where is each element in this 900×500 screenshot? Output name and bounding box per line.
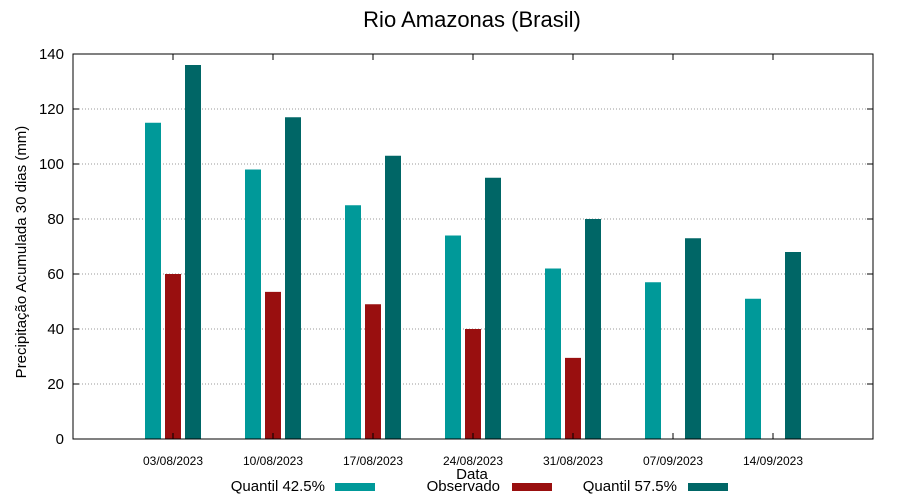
- bar-observado-2: [365, 304, 381, 439]
- x-tick-label: 10/08/2023: [243, 454, 303, 468]
- x-tick-label: 14/09/2023: [743, 454, 803, 468]
- bar-quantil-42-5--0: [145, 122, 161, 439]
- y-axis-label: Precipitação Acumulada 30 dias (mm): [13, 126, 30, 379]
- y-tick-label: 140: [39, 46, 64, 63]
- x-tick-label: 31/08/2023: [543, 454, 603, 468]
- bar-quantil-57-5--4: [585, 219, 601, 439]
- legend-label: Quantil 57.5%: [583, 478, 677, 495]
- x-axis-label: Data: [456, 466, 488, 483]
- legend-label: Quantil 42.5%: [231, 478, 325, 495]
- bar-observado-1: [265, 291, 281, 439]
- bars: [145, 65, 801, 439]
- x-axis: 03/08/2023 10/08/2023 17/08/2023 24/08/2023…: [143, 54, 803, 468]
- bar-quantil-42-5--5: [645, 282, 661, 439]
- legend-swatch: [335, 483, 375, 491]
- legend-label: Observado: [427, 478, 500, 495]
- x-tick-label: 17/08/2023: [343, 454, 403, 468]
- y-tick-label: 0: [56, 431, 64, 448]
- y-tick-label: 40: [47, 321, 64, 338]
- legend-swatch: [688, 483, 728, 491]
- legend-swatch: [512, 483, 552, 491]
- y-tick-label: 120: [39, 101, 64, 118]
- legend: Quantil 42.5% Observado Quantil 57.5%: [231, 478, 728, 495]
- bar-quantil-57-5--3: [485, 177, 501, 439]
- y-axis: 0 20 40 60 80 100 120 140: [39, 46, 873, 448]
- bar-observado-4: [565, 357, 581, 439]
- bar-quantil-57-5--1: [285, 117, 301, 439]
- chart-title: Rio Amazonas (Brasil): [363, 7, 581, 32]
- bar-quantil-57-5--0: [185, 65, 201, 439]
- bar-observado-3: [465, 329, 481, 439]
- bar-quantil-57-5--5: [685, 238, 701, 439]
- bar-quantil-57-5--2: [385, 155, 401, 439]
- x-tick-label: 07/09/2023: [643, 454, 703, 468]
- x-tick-label: 03/08/2023: [143, 454, 203, 468]
- bar-quantil-42-5--3: [445, 235, 461, 439]
- bar-quantil-57-5--6: [785, 252, 801, 439]
- bar-quantil-42-5--6: [745, 298, 761, 439]
- y-tick-label: 100: [39, 156, 64, 173]
- y-tick-label: 20: [47, 376, 64, 393]
- y-tick-label: 80: [47, 211, 64, 228]
- x-tick-label: 24/08/2023: [443, 454, 503, 468]
- y-tick-label: 60: [47, 266, 64, 283]
- bar-quantil-42-5--2: [345, 205, 361, 439]
- bar-observado-0: [165, 274, 181, 439]
- bar-quantil-42-5--1: [245, 169, 261, 439]
- bar-quantil-42-5--4: [545, 268, 561, 439]
